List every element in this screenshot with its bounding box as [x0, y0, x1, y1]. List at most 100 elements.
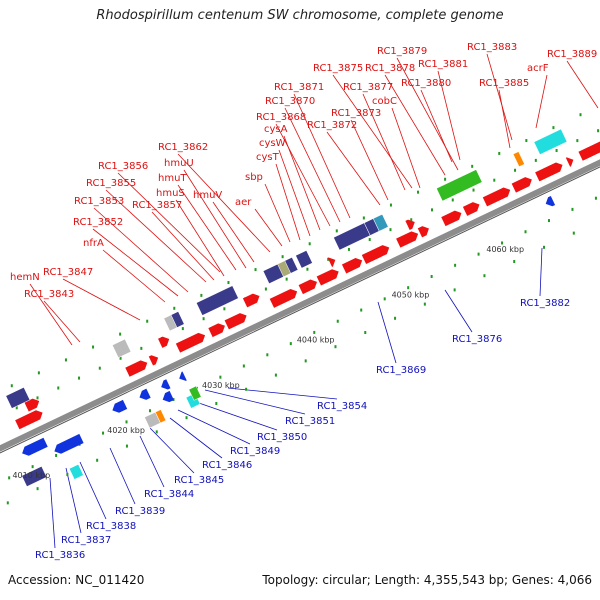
cds-reverse-6-shape [545, 195, 556, 207]
cds-forward-3-shape [175, 332, 206, 353]
orf-dot [148, 409, 151, 413]
cds-forward-1 [125, 360, 148, 377]
orf-dot [454, 263, 457, 267]
orf-dot [66, 472, 69, 476]
orf-dot [477, 252, 480, 256]
gene-label-forward: RC1_3883 [467, 42, 517, 53]
orf-dot [483, 274, 486, 278]
leader-line-reverse [227, 387, 338, 400]
leader-line-forward [326, 131, 381, 206]
orf-dot [64, 358, 67, 362]
gene-label-forward: RC1_3881 [418, 59, 468, 70]
cds-forward-4-shape [208, 323, 225, 338]
cds-forward-10-shape [361, 245, 390, 265]
leader-line-forward [117, 172, 221, 273]
orf-dot [200, 293, 203, 297]
orf-dot [493, 178, 496, 182]
gene-label-forward: cysT [256, 152, 280, 163]
cds-forward-17-shape [535, 162, 563, 182]
cog-box-forward-6-shape [277, 260, 292, 278]
gene-label-reverse: RC1_3844 [144, 489, 194, 500]
gene-label-forward: RC1_3857 [132, 200, 182, 211]
tick-label: 4010 kbp [12, 471, 50, 480]
orf-dot [444, 177, 447, 181]
leader-line-forward [275, 163, 301, 241]
orf-dot [155, 430, 158, 434]
orf-dot [274, 373, 277, 377]
cog-box-forward-13-shape [533, 128, 568, 155]
leader-line-forward [391, 107, 421, 189]
leader-line-forward [284, 107, 341, 223]
cds-reverse-inner-0-shape [54, 433, 84, 454]
leader-line-forward [535, 74, 548, 129]
orf-dot [202, 317, 205, 321]
orf-dot [579, 113, 582, 117]
cds-forward-8 [316, 269, 339, 286]
orf-dot [362, 216, 365, 220]
cds-reverse-inner-1-shape [162, 390, 174, 403]
leader-line-forward [350, 119, 389, 201]
orf-dot [55, 453, 58, 457]
gene-label-forward: cysA [264, 124, 288, 135]
cog-box-reverse-3 [154, 409, 167, 424]
leader-line-forward [105, 189, 207, 283]
orf-dot [364, 330, 367, 334]
gene-label-forward: RC1_3885 [479, 78, 529, 89]
orf-dot [125, 420, 128, 424]
orf-dot [430, 208, 433, 212]
gene-label-forward: RC1_3871 [274, 82, 324, 93]
leader-line-forward [332, 74, 413, 189]
orf-dot [513, 260, 516, 264]
gene-label-reverse: RC1_3882 [520, 298, 570, 309]
cds-forward-4 [208, 323, 225, 338]
leader-line-forward [498, 89, 511, 149]
gene-label-forward: RC1_3862 [158, 142, 208, 153]
gene-label-forward: sbp [245, 172, 263, 183]
backbone-line [0, 159, 600, 452]
gene-label-forward: nfrA [83, 238, 104, 249]
cds-forward-15 [482, 187, 511, 207]
gene-label-reverse: RC1_3851 [285, 416, 335, 427]
leader-line-forward [278, 149, 311, 237]
cog-box-forward-4 [195, 285, 239, 316]
gene-label-reverse: RC1_3849 [230, 446, 280, 457]
cog-box-reverse-0-shape [21, 465, 48, 487]
gene-label-forward: RC1_3872 [307, 120, 357, 131]
orf-dot [555, 148, 558, 152]
orf-dot [430, 275, 433, 279]
gene-label-forward: cobC [372, 96, 397, 107]
leader-line-forward [43, 300, 81, 343]
cds-forward-0-shape [15, 410, 43, 430]
gene-label-forward: RC1_3868 [256, 112, 306, 123]
orf-dot [219, 375, 222, 379]
orf-dot [525, 139, 528, 143]
orf-dot [215, 401, 218, 405]
cds-forward-6-shape [269, 288, 298, 308]
orf-dot [78, 376, 81, 380]
leader-line-forward [566, 60, 599, 109]
leader-line-forward [151, 211, 215, 281]
cds-forward-outer-2-shape [242, 293, 260, 308]
gene-label-forward: RC1_3875 [313, 63, 363, 74]
orf-dot [254, 268, 257, 272]
cds-forward-6 [269, 288, 298, 308]
cds-forward-16 [511, 177, 532, 193]
leader-line-forward [29, 283, 73, 346]
orf-dot [543, 245, 546, 249]
leader-line-reverse [79, 461, 107, 520]
cds-forward-7 [298, 279, 318, 295]
tick-label: 4050 kbp [392, 290, 430, 299]
gene-label-reverse: RC1_3838 [86, 521, 136, 532]
leader-line-reverse [195, 401, 278, 431]
cds-reverse-1 [22, 437, 48, 456]
leader-line-forward [92, 228, 179, 297]
orf-dot [410, 218, 413, 222]
leader-line-reverse [49, 477, 56, 549]
orf-dot [6, 501, 9, 505]
gene-label-forward: hmuT [158, 173, 187, 184]
orf-dot [423, 302, 426, 306]
leader-line-reverse [109, 447, 136, 505]
leader-line-forward [254, 208, 283, 247]
cds-forward-2 [148, 355, 159, 366]
